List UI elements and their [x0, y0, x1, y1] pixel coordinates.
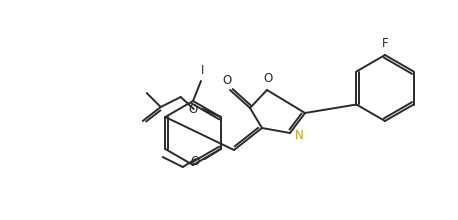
Text: O: O: [188, 103, 198, 116]
Text: O: O: [223, 74, 232, 87]
Text: O: O: [263, 72, 273, 85]
Text: F: F: [382, 37, 388, 50]
Text: I: I: [202, 64, 205, 77]
Text: N: N: [295, 128, 304, 141]
Text: O: O: [191, 154, 200, 167]
